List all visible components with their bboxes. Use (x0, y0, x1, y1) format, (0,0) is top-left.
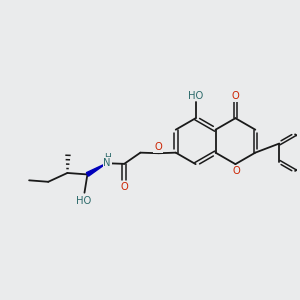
Text: N: N (103, 158, 111, 168)
Text: HO: HO (188, 91, 203, 100)
Text: O: O (154, 142, 162, 152)
Polygon shape (86, 163, 106, 176)
Text: O: O (120, 182, 128, 191)
Text: O: O (232, 166, 240, 176)
Text: O: O (232, 91, 239, 101)
Text: HO: HO (76, 196, 92, 206)
Text: H: H (104, 153, 111, 162)
